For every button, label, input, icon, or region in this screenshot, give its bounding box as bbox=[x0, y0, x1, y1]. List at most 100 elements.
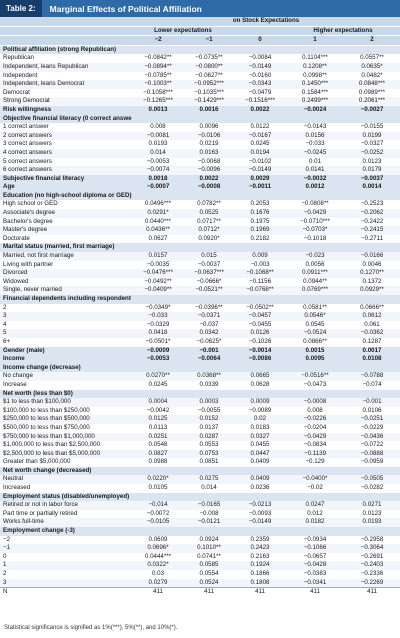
span-header: on Stock Expectations bbox=[132, 17, 400, 27]
cell: −0.0032 bbox=[286, 174, 344, 184]
cell: −0.0155 bbox=[360, 123, 384, 131]
row-label: Employment status (disabled/unemployed) bbox=[0, 492, 132, 502]
cell: 0.0199 bbox=[344, 131, 400, 141]
cell: 0.1584*** bbox=[301, 88, 329, 96]
cell: 0.0342 bbox=[184, 329, 234, 338]
cell: −0.0084 bbox=[248, 54, 272, 62]
row: Master's degree 0.0436** 0.0712* 0.1969 −0.0… bbox=[0, 226, 400, 235]
row-label: $100,000 to less than $250,000 bbox=[3, 406, 90, 414]
row: 1 correct answer 0.008 0.0096 0.0122 −0.0143… bbox=[0, 123, 400, 132]
row: Objective financial literacy (0 correct … bbox=[0, 114, 400, 124]
cell: 0.012 bbox=[307, 509, 323, 517]
cell: −0.0037 bbox=[344, 174, 400, 184]
cell bbox=[234, 466, 286, 476]
cell: 0.0220* bbox=[132, 475, 184, 485]
row-label: 2 bbox=[3, 570, 7, 577]
cell: 0.01 bbox=[308, 157, 322, 165]
cell: −0.0521** bbox=[184, 286, 234, 295]
cell: 0.2359 bbox=[250, 535, 270, 543]
cell: −0.0011 bbox=[234, 183, 286, 192]
cell: 0.008 bbox=[307, 406, 323, 414]
cell: −0.2269 bbox=[344, 578, 400, 588]
cell: −0.0009 bbox=[132, 346, 184, 356]
cell bbox=[132, 527, 184, 536]
cell: −0.0008 bbox=[184, 183, 234, 192]
cell bbox=[344, 295, 400, 304]
cell bbox=[184, 363, 234, 373]
row: Increased 0.0105 0.014 0.0236 −0.02 −0.0282 bbox=[0, 484, 400, 493]
cell bbox=[234, 492, 286, 502]
cell: −0.0501* bbox=[145, 337, 171, 345]
cell bbox=[286, 492, 344, 502]
blank bbox=[234, 26, 286, 37]
row: 4 −0.0329 −0.037 −0.0455 0.0545 0.061 bbox=[0, 321, 400, 330]
cell: −0.1429*** bbox=[184, 97, 234, 106]
cell: −0.2711 bbox=[360, 234, 384, 242]
cell: −0.0710*** bbox=[300, 217, 330, 225]
cell: 0.2499*** bbox=[286, 97, 344, 106]
row: Income −0.0053 −0.0064 −0.0086 0.0095 0.0108 bbox=[0, 355, 400, 364]
row-label: Income bbox=[0, 355, 132, 364]
cell: 0.0327 bbox=[234, 432, 286, 442]
row-label: Married, not first marriage bbox=[0, 252, 132, 261]
cell: 0.2182 bbox=[250, 234, 270, 242]
cell: −0.0204 bbox=[303, 423, 327, 431]
cell bbox=[184, 191, 234, 201]
cell: 0.0018 bbox=[132, 174, 184, 184]
row-label: Financial dependents including responden… bbox=[0, 295, 132, 304]
row: 3 0.0279 0.0524 0.1808 −0.0341 −0.2269 bbox=[0, 578, 400, 588]
cell: −0.0952*** bbox=[184, 80, 234, 89]
cell: −0.0027 bbox=[344, 105, 400, 115]
group-header: Lower expectations bbox=[132, 26, 234, 37]
cell: −0.1156 bbox=[248, 277, 272, 285]
cell: 0.0105 bbox=[148, 484, 168, 492]
cell: 0.0418 bbox=[132, 329, 184, 338]
cell: −0.0722 bbox=[360, 441, 384, 449]
row-label: Doctorate bbox=[3, 234, 30, 242]
cell bbox=[234, 114, 286, 124]
row: $1,000,000 to less than $2,500,000 0.0548… bbox=[0, 441, 400, 450]
cell: −0.033 bbox=[305, 140, 325, 148]
cell: 0.0245 bbox=[250, 140, 270, 148]
row-label: Increased bbox=[3, 484, 31, 492]
cell: −0.0053 bbox=[132, 355, 184, 364]
cell bbox=[132, 389, 184, 399]
cell: 0.1208** bbox=[286, 62, 344, 72]
row-label: Political affiliation (strong Republican… bbox=[0, 45, 132, 55]
cell: 0.1104*** bbox=[302, 54, 328, 62]
cell: 0.0163 bbox=[184, 148, 234, 158]
row: Independent −0.0785** −0.0627** −0.0160 0.09… bbox=[0, 72, 400, 81]
cell: −0.0068 bbox=[197, 157, 221, 165]
cell bbox=[286, 243, 344, 253]
cell: −0.0053 bbox=[146, 157, 170, 165]
cell: −0.0505 bbox=[344, 475, 400, 485]
cell: −0.0160 bbox=[248, 71, 272, 79]
cell: −0.0167 bbox=[234, 131, 286, 141]
cell: 411 bbox=[184, 587, 234, 597]
row-label: Single, never married bbox=[0, 286, 132, 295]
row: Retired or not in labor force −0.014 −0.01… bbox=[0, 501, 400, 510]
cell: −0.1058*** bbox=[143, 88, 173, 96]
row: Subjective financial literacy 0.0018 0.002… bbox=[0, 174, 400, 184]
cell bbox=[234, 243, 286, 253]
cell: 0.02 bbox=[234, 415, 286, 424]
cell: 0.0137 bbox=[199, 423, 219, 431]
cell: −0.0074 bbox=[132, 166, 184, 175]
cell: 0.0447 bbox=[234, 449, 286, 459]
cell: −0.0627** bbox=[195, 71, 223, 79]
cell: 0.0988 bbox=[148, 458, 168, 466]
row-label: Gender (male) bbox=[0, 346, 132, 356]
row: $250,000 to less than $500,000 0.0125 0.01… bbox=[0, 415, 400, 424]
cell: 0.0557** bbox=[360, 54, 384, 62]
cell: 0.0009 bbox=[234, 398, 286, 407]
cell bbox=[132, 114, 184, 124]
cell bbox=[344, 527, 400, 536]
cell: 0.0056 bbox=[305, 260, 325, 268]
cell: −0.023 bbox=[286, 252, 344, 261]
column-header: 0 bbox=[234, 35, 286, 46]
cell: 0.008 bbox=[150, 123, 166, 131]
cell: 0.0524 bbox=[184, 578, 234, 588]
cell: −0.0349* bbox=[145, 303, 171, 311]
cell: −0.0252 bbox=[344, 148, 400, 158]
cell: 0.0769*** bbox=[286, 286, 344, 295]
